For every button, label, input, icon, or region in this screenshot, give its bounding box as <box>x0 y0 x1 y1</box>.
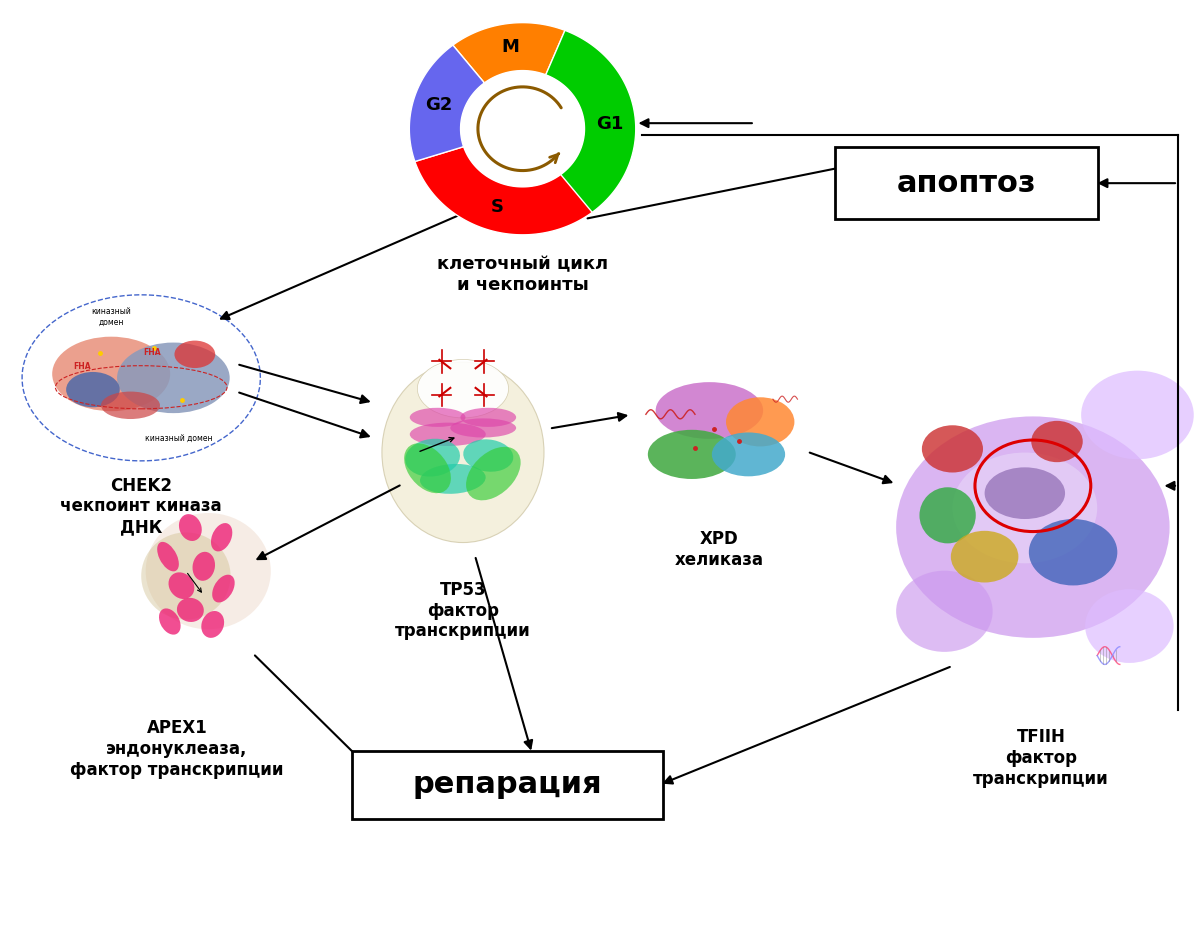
Ellipse shape <box>953 452 1097 563</box>
Text: репарация: репарация <box>413 770 602 799</box>
Ellipse shape <box>174 341 215 368</box>
Ellipse shape <box>409 423 486 446</box>
Ellipse shape <box>211 523 233 551</box>
Text: FHA: FHA <box>143 348 161 358</box>
Ellipse shape <box>176 598 204 622</box>
FancyBboxPatch shape <box>835 147 1098 219</box>
Ellipse shape <box>101 392 160 419</box>
Ellipse shape <box>896 416 1170 638</box>
Ellipse shape <box>985 467 1066 519</box>
Ellipse shape <box>922 425 983 473</box>
Text: киназный домен: киназный домен <box>145 435 212 443</box>
Ellipse shape <box>118 343 229 413</box>
Ellipse shape <box>157 542 179 572</box>
Text: APEX1
эндонуклеаза,
фактор транскрипции: APEX1 эндонуклеаза, фактор транскрипции <box>71 720 283 779</box>
Ellipse shape <box>420 464 486 493</box>
Ellipse shape <box>450 418 516 438</box>
Ellipse shape <box>461 71 584 187</box>
Text: CHEK2
чекпоинт киназа
ДНК: CHEK2 чекпоинт киназа ДНК <box>60 477 222 536</box>
Ellipse shape <box>466 447 521 500</box>
Ellipse shape <box>212 574 235 602</box>
Ellipse shape <box>461 408 516 427</box>
Ellipse shape <box>404 443 451 493</box>
Text: FHA: FHA <box>73 361 91 371</box>
Ellipse shape <box>950 531 1019 583</box>
Text: TP53
фактор
транскрипции: TP53 фактор транскрипции <box>395 581 530 641</box>
Polygon shape <box>415 147 593 235</box>
Text: апоптоз: апоптоз <box>896 169 1036 197</box>
Ellipse shape <box>406 439 460 477</box>
Ellipse shape <box>145 513 271 629</box>
Ellipse shape <box>648 430 736 479</box>
Ellipse shape <box>896 571 992 652</box>
Text: TFIIH
фактор
транскрипции: TFIIH фактор транскрипции <box>973 728 1109 788</box>
FancyBboxPatch shape <box>352 750 664 819</box>
Polygon shape <box>409 45 485 161</box>
Ellipse shape <box>160 609 181 635</box>
Ellipse shape <box>52 337 170 412</box>
Text: M: M <box>502 38 520 57</box>
Ellipse shape <box>919 487 976 544</box>
Text: G1: G1 <box>596 115 624 133</box>
Ellipse shape <box>409 408 466 427</box>
Text: G2: G2 <box>425 96 452 114</box>
Ellipse shape <box>1031 421 1082 462</box>
Ellipse shape <box>463 439 514 472</box>
Ellipse shape <box>418 359 509 418</box>
Ellipse shape <box>192 552 215 581</box>
Ellipse shape <box>202 611 224 638</box>
Ellipse shape <box>655 382 763 439</box>
Ellipse shape <box>66 372 120 407</box>
Ellipse shape <box>382 362 544 543</box>
Ellipse shape <box>726 398 794 447</box>
Ellipse shape <box>712 433 785 477</box>
Ellipse shape <box>142 533 230 620</box>
Ellipse shape <box>179 514 202 541</box>
Polygon shape <box>546 31 636 223</box>
Text: XPD
хеликаза: XPD хеликаза <box>674 530 763 569</box>
Ellipse shape <box>1085 589 1174 663</box>
Ellipse shape <box>1081 371 1194 459</box>
Ellipse shape <box>168 573 194 599</box>
Ellipse shape <box>1028 519 1117 586</box>
Text: S: S <box>491 198 504 216</box>
Polygon shape <box>452 22 565 83</box>
Text: киназный
домен: киназный домен <box>91 307 131 327</box>
Text: клеточный цикл
и чекпоинты: клеточный цикл и чекпоинты <box>437 255 608 294</box>
